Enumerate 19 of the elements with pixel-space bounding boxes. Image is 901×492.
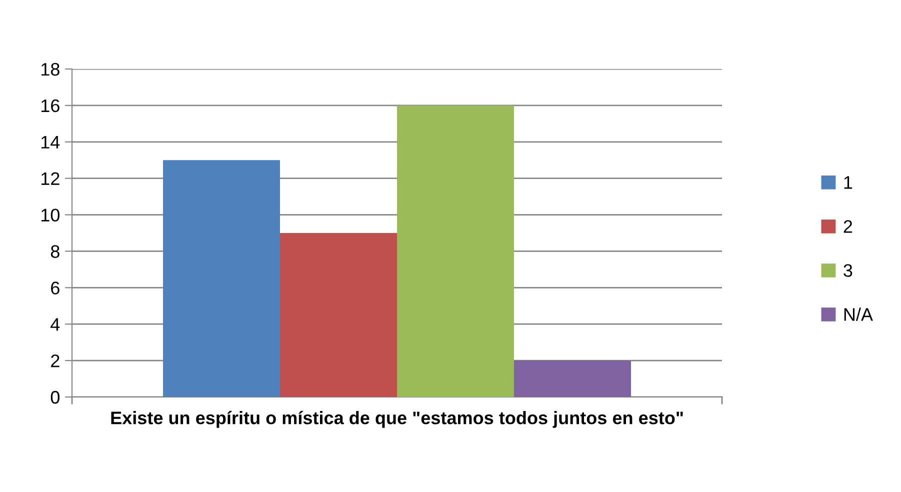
y-tick-label: 0 (50, 390, 60, 404)
y-tick-label: 6 (51, 282, 60, 294)
y-tick-label: 2 (51, 354, 60, 368)
y-tick-label: 14 (41, 136, 60, 148)
legend-label: 1 (844, 176, 852, 189)
y-tick-label: 4 (50, 318, 60, 331)
x-tick-label: Existe un espíritu o mística de que "estamos todos juntos en esto" (111, 410, 683, 428)
bar (397, 105, 514, 397)
y-tick-label: 12 (41, 172, 60, 185)
y-tick-label: 16 (41, 99, 60, 112)
y-tick-label: 8 (50, 245, 60, 258)
bar (514, 360, 631, 397)
legend-label: N/A (844, 308, 873, 321)
y-tick-label: 18 (41, 62, 60, 76)
bar (280, 233, 397, 397)
legend-label: 2 (844, 220, 852, 233)
y-tick-label: 10 (41, 208, 60, 222)
bar (163, 160, 280, 397)
legend-label: 3 (844, 264, 852, 277)
